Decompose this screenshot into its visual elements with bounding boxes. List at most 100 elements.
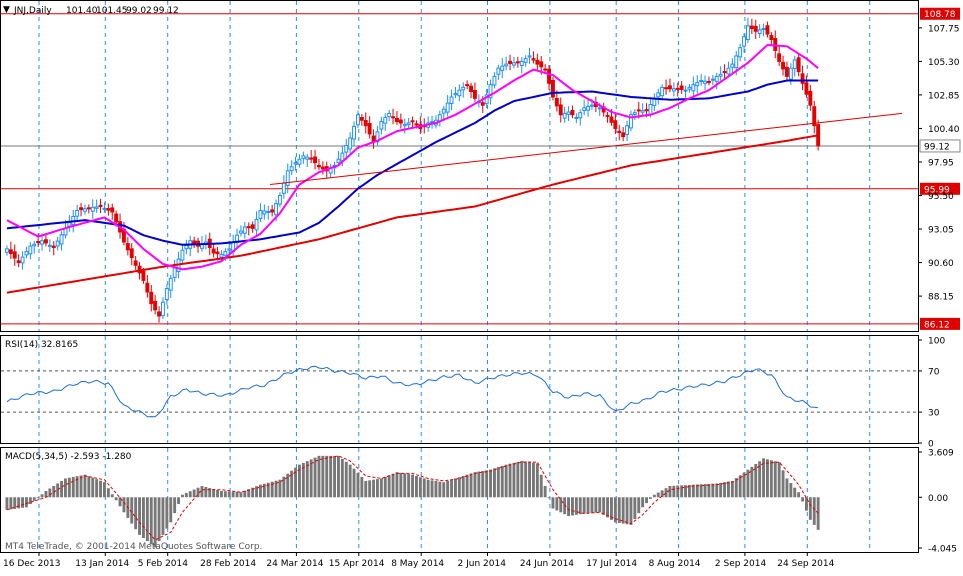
ohlc-low: 99.02 <box>126 6 152 16</box>
candle-body-133 <box>523 58 528 63</box>
macd-bar-142 <box>559 497 563 513</box>
macd-bar-29 <box>118 497 122 507</box>
macd-bar-199 <box>781 470 785 498</box>
ohlc-high: 101.45 <box>96 6 128 16</box>
candle-body-120 <box>473 90 477 99</box>
candle-body-137 <box>539 61 544 68</box>
candle-body-89 <box>352 125 357 140</box>
macd-bar-193 <box>758 461 762 498</box>
macd-bar-76 <box>301 462 305 498</box>
candle-body-115 <box>453 93 458 96</box>
candle-body-25 <box>102 207 107 210</box>
candle-body-180 <box>707 81 711 84</box>
macd-bar-136 <box>535 463 539 498</box>
macd-bar-82 <box>325 455 329 498</box>
candle-body-101 <box>398 119 403 124</box>
price-tick-label-6: 93.05 <box>928 226 954 236</box>
candle-body-19 <box>79 207 83 211</box>
macd-bar-171 <box>672 485 676 498</box>
macd-bar-44 <box>177 497 180 504</box>
candle-body-177 <box>695 82 700 87</box>
candle-body-188 <box>738 47 743 58</box>
candle-body-10 <box>44 239 48 244</box>
macd-bar-123 <box>485 470 489 498</box>
sma-slow-line <box>6 134 819 294</box>
macd-bar-159 <box>625 497 629 525</box>
grid-lines <box>38 1 871 552</box>
candle-body-104 <box>410 120 415 123</box>
candle-body-90 <box>356 114 360 126</box>
macd-bar-144 <box>567 497 570 517</box>
macd-bar-92 <box>364 480 368 498</box>
price-tick-label-8: 88.15 <box>928 293 954 303</box>
ohlc-open: 101.40 <box>66 6 98 16</box>
macd-bar-35 <box>142 497 145 539</box>
candle-body-162 <box>636 109 641 112</box>
macd-bar-201 <box>789 483 793 498</box>
macd-bar-7 <box>32 497 36 501</box>
candle-body-31 <box>125 243 130 251</box>
symbol-dropdown-icon[interactable]: ▼ <box>3 5 10 15</box>
macd-bar-119 <box>469 473 473 498</box>
candle-body-53 <box>211 248 216 254</box>
candle-body-184 <box>722 71 727 74</box>
candle-body-113 <box>445 102 450 113</box>
candle-body-136 <box>535 59 540 65</box>
candle-body-32 <box>129 248 134 259</box>
candle-body-123 <box>484 94 489 105</box>
macd-bar-121 <box>477 471 481 498</box>
macd-bar-37 <box>149 497 153 545</box>
macd-bar-138 <box>543 485 547 498</box>
macd-bar-16 <box>67 477 71 498</box>
macd-bar-40 <box>161 497 165 535</box>
macd-bar-17 <box>71 476 75 498</box>
candle-body-157 <box>617 130 622 134</box>
candle-body-167 <box>656 92 661 98</box>
macd-bar-140 <box>551 497 555 509</box>
macd-bar-3 <box>17 497 21 509</box>
macd-bar-137 <box>539 474 543 498</box>
candle-body-163 <box>640 110 645 113</box>
candle-body-96 <box>379 121 384 130</box>
macd-tick-label-1: 0.00 <box>928 494 948 504</box>
candle-body-169 <box>664 87 668 90</box>
symbol-title: JNJ,Daily <box>13 6 52 16</box>
macd-bar-105 <box>415 475 418 498</box>
macd-bar-101 <box>399 472 403 498</box>
candle-body-73 <box>289 166 294 172</box>
macd-bar-133 <box>524 461 528 498</box>
macd-bar-116 <box>457 477 461 498</box>
candle-body-165 <box>648 103 653 115</box>
macd-tick-label-0: 3.609 <box>928 449 954 459</box>
candle-body-168 <box>660 86 665 97</box>
sma-fast-line <box>6 43 819 271</box>
macd-bar-46 <box>184 493 188 498</box>
macd-bar-157 <box>617 497 621 523</box>
macd-bar-75 <box>298 464 301 498</box>
candle-body-206 <box>808 90 813 106</box>
macd-bar-2 <box>13 497 17 509</box>
macd-bar-9 <box>40 494 44 498</box>
macd-bar-98 <box>387 475 391 498</box>
macd-bar-97 <box>383 476 387 498</box>
macd-bar-162 <box>637 497 641 514</box>
macd-bar-112 <box>442 482 446 498</box>
candle-body-155 <box>609 116 614 123</box>
candle-body-100 <box>395 117 399 123</box>
axes: 108.78 95.99 86.12 99.12 107.75 105.30 102.85 1… <box>3 7 961 569</box>
macd-panel-frame <box>0 447 919 553</box>
macd-bar-195 <box>766 459 769 498</box>
candle-body-134 <box>527 55 532 58</box>
macd-bar-125 <box>493 468 496 498</box>
macd-bar-196 <box>769 460 773 498</box>
macd-bar-53 <box>212 488 216 498</box>
candle-body-22 <box>90 206 95 212</box>
candle-body-61 <box>242 226 247 234</box>
macd-bar-130 <box>512 462 516 498</box>
candle-body-80 <box>317 164 321 168</box>
macd-bar-20 <box>83 474 87 498</box>
candle-body-186 <box>730 63 735 68</box>
candle-body-48 <box>192 240 197 244</box>
candle-body-183 <box>718 73 723 77</box>
